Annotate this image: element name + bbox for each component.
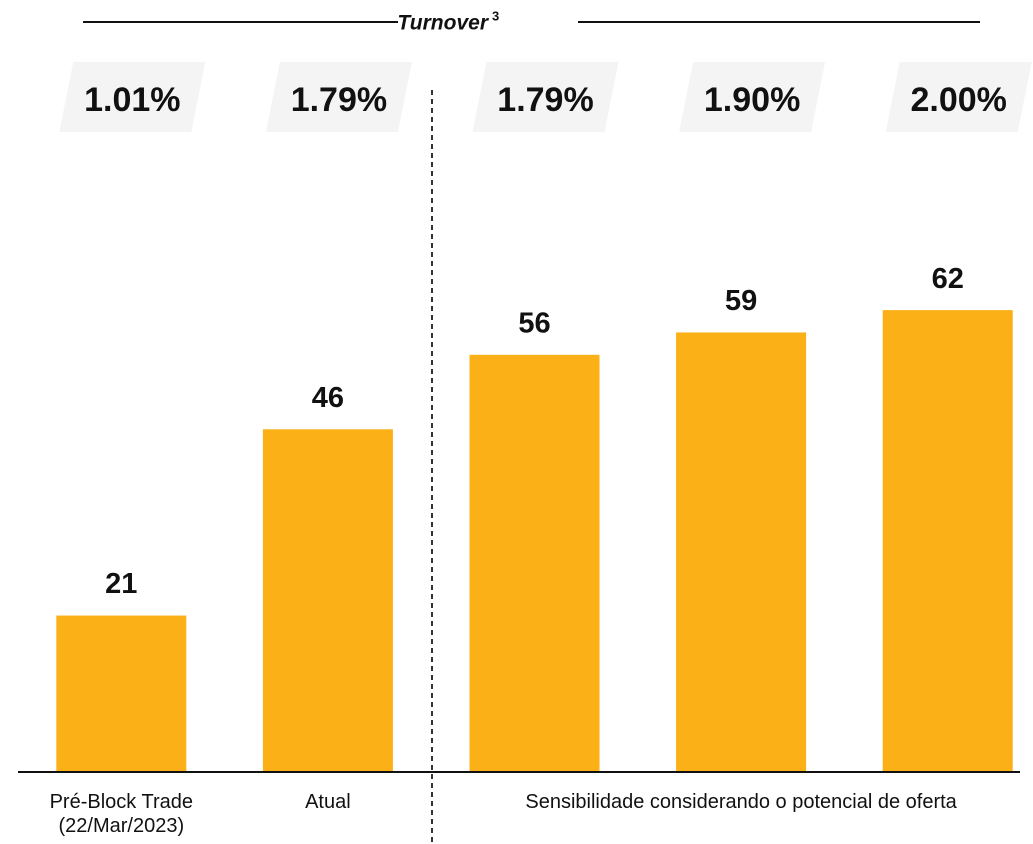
- bar: [469, 354, 600, 772]
- bar: [262, 429, 393, 772]
- bar: [676, 332, 807, 772]
- data-label: 21: [105, 568, 137, 600]
- x-tick-label: Pré-Block Trade (22/Mar/2023): [49, 791, 193, 837]
- data-label: 46: [312, 382, 344, 414]
- turnover-label: 1.79%: [497, 81, 593, 119]
- bar: [56, 615, 187, 772]
- bar: [882, 310, 1013, 772]
- header-title: Turnover: [397, 12, 489, 35]
- turnover-label: 1.90%: [704, 81, 800, 119]
- turnover-box: [59, 62, 206, 132]
- x-tick-label: Atual: [305, 791, 351, 813]
- data-label: 59: [725, 285, 757, 317]
- turnover-box: [679, 62, 826, 132]
- turnover-box: [472, 62, 619, 132]
- turnover-label: 1.01%: [84, 81, 180, 119]
- turnover-label: 1.79%: [291, 81, 387, 119]
- turnover-box: [265, 62, 412, 132]
- data-label: 62: [932, 263, 964, 295]
- header-superscript: 3: [492, 8, 499, 23]
- group-label: Sensibilidade considerando o potencial d…: [525, 791, 957, 813]
- turnover-box: [885, 62, 1032, 132]
- turnover-label: 2.00%: [910, 81, 1006, 119]
- data-label: 56: [518, 307, 550, 339]
